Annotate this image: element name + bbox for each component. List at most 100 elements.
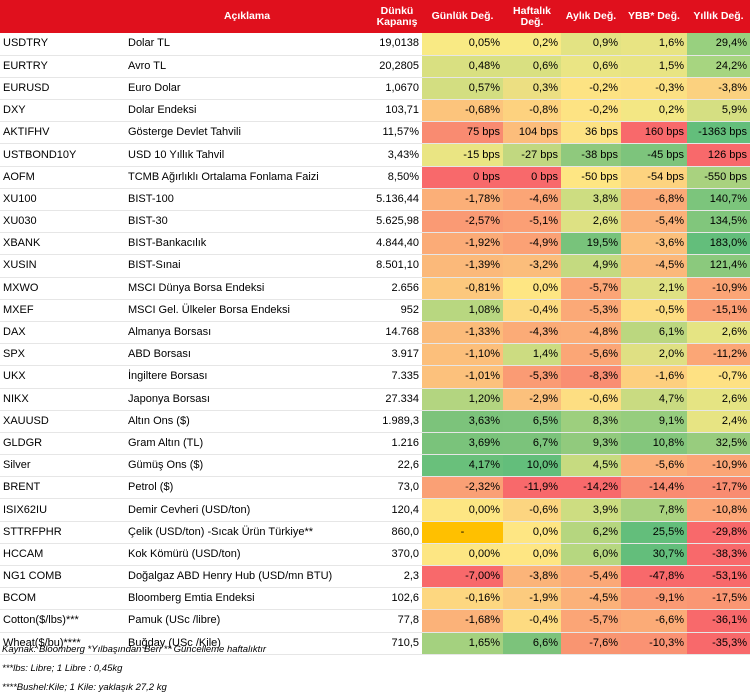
header-ytd-change: YBB* Değ. (621, 0, 687, 33)
cell-yearly: 24,2% (687, 55, 750, 78)
cell-weekly: -3,2% (503, 254, 561, 278)
cell-ytd: -10,3% (621, 632, 687, 655)
cell-code: XAUUSD (0, 410, 122, 433)
cell-description: BIST-100 (122, 188, 372, 212)
cell-weekly: 6,7% (503, 432, 561, 456)
cell-monthly: -8,3% (561, 365, 621, 389)
cell-weekly: 1,4% (503, 343, 561, 367)
cell-daily: -1,92% (422, 232, 503, 256)
cell-daily: -15 bps (422, 143, 503, 167)
cell-weekly: 10,0% (503, 454, 561, 478)
cell-daily: 0,48% (422, 55, 503, 78)
cell-weekly: 0,2% (503, 33, 561, 56)
cell-close: 120,4 (372, 498, 422, 522)
cell-code: AKTIFHV (0, 121, 122, 145)
table-row: EURTRY Avro TL 20,2805 0,48% 0,6% 0,6% 1,5% 24,… (0, 55, 750, 78)
cell-yearly: -10,8% (687, 498, 750, 522)
cell-code: BCOM (0, 587, 122, 611)
cell-code: BRENT (0, 476, 122, 500)
cell-description: BIST-30 (122, 210, 372, 234)
table-row: DXY Dolar Endeksi 103,71 -0,68% -0,8% -0,2% 0,… (0, 99, 750, 123)
cell-close: 8.501,10 (372, 254, 422, 278)
cell-description: Dolar TL (122, 33, 372, 56)
cell-monthly: 4,5% (561, 454, 621, 478)
cell-close: 102,6 (372, 587, 422, 611)
cell-code: NIKX (0, 388, 122, 411)
cell-weekly: -1,9% (503, 587, 561, 611)
footnote-source: Kaynak: Bloomberg *Yılbaşından Beri ** G… (2, 644, 267, 655)
cell-monthly: 6,2% (561, 521, 621, 544)
table-row: EURUSD Euro Dolar 1,0670 0,57% 0,3% -0,2% -0,3… (0, 77, 750, 101)
cell-weekly: 0 bps (503, 166, 561, 189)
table-row: USDTRY Dolar TL 19,0138 0,05% 0,2% 0,9% 1,6% 29… (0, 33, 750, 56)
cell-description: MSCI Gel. Ülkeler Borsa Endeksi (122, 299, 372, 322)
cell-close: 2.656 (372, 277, 422, 300)
cell-close: 1.989,3 (372, 410, 422, 433)
cell-code: HCCAM (0, 543, 122, 567)
cell-code: XBANK (0, 232, 122, 256)
cell-yearly: 134,5% (687, 210, 750, 234)
cell-description: Petrol ($) (122, 476, 372, 500)
cell-daily: -1,68% (422, 609, 503, 633)
cell-description: ABD Borsası (122, 343, 372, 367)
table-row: BRENT Petrol ($) 73,0 -2,32% -11,9% -14,2% -14… (0, 476, 750, 500)
cell-weekly: 0,3% (503, 77, 561, 101)
cell-yearly: -550 bps (687, 166, 750, 189)
cell-ytd: 2,1% (621, 277, 687, 300)
cell-monthly: -5,4% (561, 565, 621, 589)
cell-close: 952 (372, 299, 422, 322)
cell-daily: 0,00% (422, 498, 503, 522)
cell-code: STTRFPHR (0, 521, 122, 544)
cell-weekly: -4,3% (503, 321, 561, 345)
footnote-libre: ***lbs: Libre; 1 Libre : 0,45kg (2, 663, 123, 674)
cell-ytd: 1,6% (621, 33, 687, 56)
cell-description: Gram Altın (TL) (122, 432, 372, 456)
cell-ytd: -3,6% (621, 232, 687, 256)
cell-close: 710,5 (372, 632, 422, 655)
cell-description: BIST-Bankacılık (122, 232, 372, 256)
cell-close: 19,0138 (372, 33, 422, 56)
cell-monthly: 19,5% (561, 232, 621, 256)
cell-daily: 75 bps (422, 121, 503, 145)
cell-daily: 0,57% (422, 77, 503, 101)
cell-ytd: -47,8% (621, 565, 687, 589)
table-row: XU100 BIST-100 5.136,44 -1,78% -4,6% 3,8% -6,8… (0, 188, 750, 212)
cell-code: DAX (0, 321, 122, 345)
cell-code: UKX (0, 365, 122, 389)
cell-weekly: -0,8% (503, 99, 561, 123)
cell-close: 27.334 (372, 388, 422, 411)
cell-close: 7.335 (372, 365, 422, 389)
cell-daily: -0,16% (422, 587, 503, 611)
cell-daily: 3,63% (422, 410, 503, 433)
cell-ytd: -45 bps (621, 143, 687, 167)
cell-description: Avro TL (122, 55, 372, 78)
table-row: XAUUSD Altın Ons ($) 1.989,3 3,63% 6,5% 8,3% 9… (0, 410, 750, 433)
table-row: Wheat($/bu)**** Buğday (USc /Kile) 710,5 1,… (0, 632, 750, 655)
cell-description: Japonya Borsası (122, 388, 372, 411)
cell-yearly: -11,2% (687, 343, 750, 367)
cell-close: 3,43% (372, 143, 422, 167)
table-row: AKTIFHV Gösterge Devlet Tahvili 11,57% 75 b… (0, 121, 750, 145)
cell-yearly: 2,6% (687, 388, 750, 411)
cell-monthly: 0,9% (561, 33, 621, 56)
cell-description: Bloomberg Emtia Endeksi (122, 587, 372, 611)
table-row: XU030 BIST-30 5.625,98 -2,57% -5,1% 2,6% -5,4%… (0, 210, 750, 234)
cell-weekly: -3,8% (503, 565, 561, 589)
cell-daily: - (422, 521, 503, 544)
cell-yearly: -17,5% (687, 587, 750, 611)
table-row: UKX İngiltere Borsası 7.335 -1,01% -5,3% -8,3… (0, 365, 750, 389)
cell-description: TCMB Ağırlıklı Ortalama Fonlama Faizi (122, 166, 372, 189)
cell-yearly: -10,9% (687, 454, 750, 478)
header-yearly-change: Yıllık Değ. (687, 0, 750, 33)
cell-monthly: -0,2% (561, 99, 621, 123)
cell-description: Pamuk (USc /libre) (122, 609, 372, 633)
cell-description: MSCI Dünya Borsa Endeksi (122, 277, 372, 300)
table-row: Cotton($/lbs)*** Pamuk (USc /libre) 77,8 -1… (0, 609, 750, 633)
cell-ytd: -6,6% (621, 609, 687, 633)
cell-ytd: -1,6% (621, 365, 687, 389)
cell-weekly: 0,0% (503, 277, 561, 300)
table-row: Silver Gümüş Ons ($) 22,6 4,17% 10,0% 4,5% -5,… (0, 454, 750, 478)
cell-ytd: -9,1% (621, 587, 687, 611)
cell-code: XU100 (0, 188, 122, 212)
